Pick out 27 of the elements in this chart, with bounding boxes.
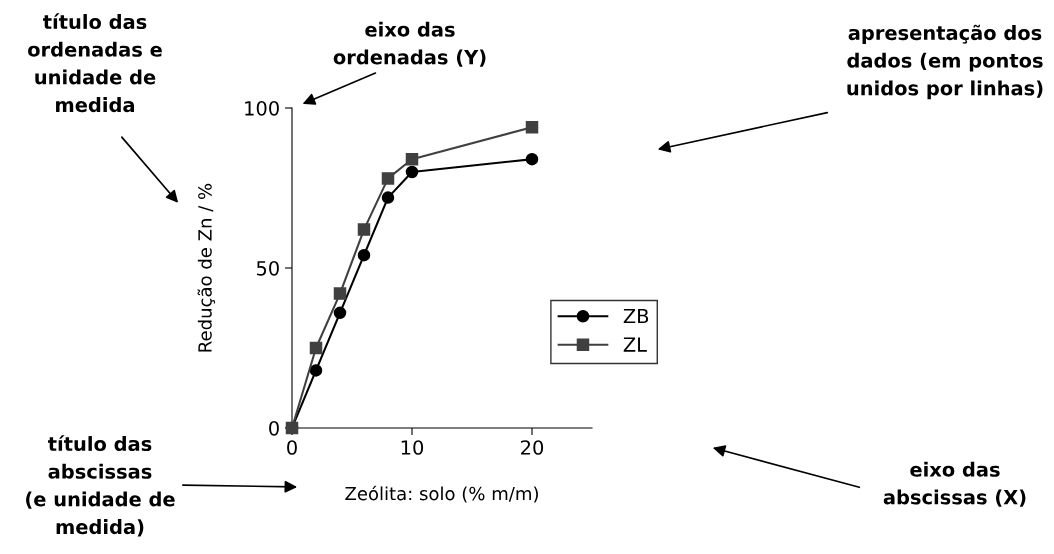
point: [525, 120, 539, 134]
text: eixo das abscissas (X): [883, 461, 1026, 507]
text: título das abscissas (e unidade de medida): [26, 435, 175, 537]
x-tick-label: 0: [287, 440, 297, 455]
y-axis-title: Redução de Zn / %: [197, 183, 216, 352]
y-tick-label: 100: [245, 100, 279, 116]
y-tick-label: 0: [269, 420, 279, 436]
point: [333, 287, 347, 300]
text: título das ordenadas e unidade de medida: [28, 13, 162, 113]
text: eixo das ordenadas (Y): [333, 21, 486, 67]
point: [309, 341, 323, 355]
x-tick-label: 10: [401, 440, 424, 455]
point: [525, 152, 539, 166]
point: [309, 364, 323, 377]
x-tick-label: 20: [521, 440, 544, 455]
legend-label: ZL: [623, 337, 647, 352]
text: apresentação dos dados (em pontos unidos por linhas): [847, 24, 1043, 100]
point: [357, 248, 371, 262]
point: [357, 223, 371, 236]
point: [381, 172, 395, 185]
point: [405, 165, 419, 179]
y-tick-label: 50: [256, 260, 279, 276]
legend-label: ZB: [623, 308, 649, 324]
point: [381, 191, 395, 204]
x-axis-title: Zeólita: solo (% m/m): [345, 485, 538, 503]
point: [405, 152, 419, 166]
point: [333, 306, 347, 320]
